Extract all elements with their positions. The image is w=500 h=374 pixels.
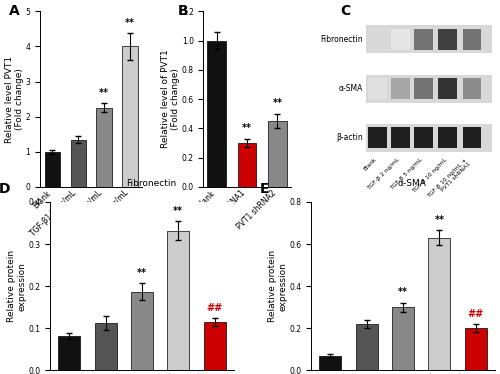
Text: E: E	[260, 182, 269, 196]
Text: **: **	[137, 268, 147, 278]
Text: B: B	[178, 4, 188, 18]
Bar	[368, 29, 386, 50]
Bar	[238, 143, 256, 187]
Bar	[414, 78, 432, 99]
Bar	[44, 152, 60, 187]
Bar	[96, 108, 112, 187]
Bar	[94, 323, 116, 370]
Text: Fibronectin: Fibronectin	[126, 180, 176, 188]
Text: TGF-β 5 ng/mL: TGF-β 5 ng/mL	[389, 157, 424, 191]
Bar	[368, 78, 386, 99]
Bar	[204, 322, 226, 370]
Text: **: **	[434, 215, 444, 225]
Text: **: **	[242, 123, 252, 134]
Bar	[356, 324, 378, 370]
Bar	[462, 29, 481, 50]
Y-axis label: Relative protein
expression: Relative protein expression	[8, 250, 27, 322]
Bar	[438, 127, 457, 148]
Bar	[58, 336, 80, 370]
Bar	[131, 292, 153, 370]
Bar	[366, 25, 492, 53]
Bar	[465, 328, 486, 370]
Text: TGF-β 2 ng/mL: TGF-β 2 ng/mL	[366, 157, 400, 191]
Bar	[168, 230, 189, 370]
Bar	[438, 78, 457, 99]
Text: C: C	[340, 4, 350, 18]
Bar	[366, 124, 492, 152]
Bar	[320, 356, 342, 370]
Text: ##: ##	[468, 309, 484, 319]
Text: **: **	[99, 88, 109, 98]
Bar	[392, 307, 414, 370]
Bar	[391, 127, 409, 148]
Text: D: D	[0, 182, 10, 196]
Text: α-SMA: α-SMA	[398, 180, 426, 188]
Text: ##: ##	[206, 303, 222, 313]
Bar	[438, 29, 457, 50]
Bar	[428, 238, 450, 370]
Y-axis label: Relative level PVT1
(Fold change): Relative level PVT1 (Fold change)	[4, 56, 24, 142]
Bar	[391, 78, 409, 99]
Text: TGF-β 10 ng/mL: TGF-β 10 ng/mL	[411, 157, 448, 194]
Text: α-SMA: α-SMA	[338, 84, 363, 93]
Bar	[414, 127, 432, 148]
Text: **: **	[272, 98, 282, 108]
Bar	[414, 29, 432, 50]
Text: Fibronectin: Fibronectin	[320, 35, 363, 44]
Text: Blank: Blank	[362, 157, 378, 172]
Text: **: **	[125, 18, 135, 28]
Text: β-actin: β-actin	[336, 133, 363, 142]
Bar	[391, 29, 409, 50]
Text: **: **	[398, 288, 408, 297]
Bar	[208, 40, 226, 187]
Text: TGF-β 10 ng/mL +
PVT1 shRNA1: TGF-β 10 ng/mL + PVT1 shRNA1	[426, 157, 472, 203]
Text: **: **	[174, 206, 184, 216]
Bar	[122, 46, 138, 187]
Bar	[268, 121, 286, 187]
Y-axis label: Relative protein
expression: Relative protein expression	[268, 250, 288, 322]
Bar	[462, 78, 481, 99]
Bar	[70, 140, 86, 187]
Text: A: A	[10, 4, 20, 18]
Bar	[366, 74, 492, 102]
Y-axis label: Relative level of PVT1
(Fold change): Relative level of PVT1 (Fold change)	[161, 50, 180, 148]
Bar	[368, 127, 386, 148]
Bar	[462, 127, 481, 148]
